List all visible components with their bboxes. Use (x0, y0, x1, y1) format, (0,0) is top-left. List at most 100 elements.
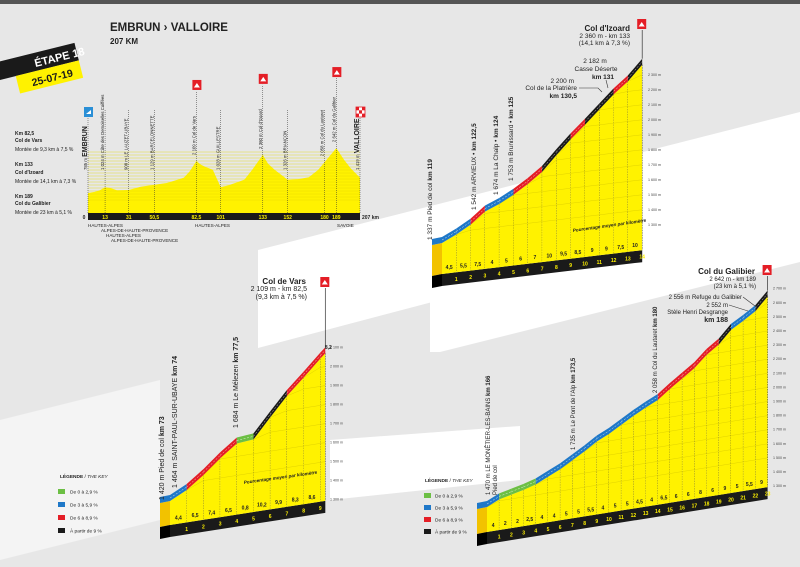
stage-badge-dark (0, 42, 79, 83)
legend-swatch-green (58, 489, 65, 494)
elevation-gridline (599, 107, 614, 111)
gradient-label: 9,9 (275, 500, 282, 506)
annotation: 1 337 m Pied de col km 119 (427, 159, 434, 240)
elevation-gridline (527, 176, 543, 185)
km-segment-area (442, 234, 457, 274)
km-label: 8 (583, 521, 586, 527)
gradient-strip (303, 352, 321, 378)
km-label: 13 (625, 256, 631, 262)
km-segment-area (682, 368, 695, 501)
gradient-label: 9 (605, 246, 608, 252)
top-bar (0, 0, 800, 4)
km-segment-area (627, 64, 643, 252)
climb-summit: 2 360 m - km 133 (579, 33, 630, 40)
waypoint-name: VALLOIRE (354, 118, 361, 153)
elevation-gridline (599, 137, 614, 141)
elevation-gridline (743, 360, 756, 364)
leader-line (605, 79, 609, 89)
elevation-gridline (484, 226, 500, 229)
elevation-gridline (527, 221, 543, 224)
km-label: 5 (547, 527, 550, 533)
strip-centerline (669, 375, 683, 387)
km-label: 4 (534, 529, 537, 535)
elevation-gridline (706, 352, 719, 356)
elevation-gridline (584, 214, 600, 217)
summit-flag-icon (258, 73, 268, 84)
elevation-tick-label: 2 600 m (773, 301, 786, 305)
elevation-gridline (560, 474, 573, 478)
elevation-gridline (541, 159, 557, 173)
elevation-gridline (584, 139, 600, 142)
elevation-tick-label: 2 000 m (648, 118, 661, 122)
waypoint-elev: 908 m (124, 157, 129, 170)
elevation-gridline (527, 191, 543, 194)
strip-centerline (718, 326, 732, 342)
elevation-gridline (220, 456, 237, 460)
gradient-label: 8,2 (325, 345, 332, 351)
strip-centerline (560, 457, 573, 467)
elevation-gridline (682, 398, 695, 402)
gradient-strip (527, 165, 543, 185)
elevation-gridline (303, 405, 321, 409)
km-segment-area (556, 139, 571, 261)
elevation-gridline (303, 424, 321, 428)
mountain-icon (321, 280, 328, 285)
summary-km: Km 189 (15, 194, 33, 200)
elevation-gridline (570, 156, 586, 159)
elevation-gridline (730, 433, 744, 436)
elevation-gridline (270, 467, 287, 471)
elevation-gridline (303, 443, 321, 447)
annotation: Col de la Platrière (525, 85, 577, 92)
elevation-gridline (286, 464, 304, 468)
km-segment-area (220, 443, 237, 518)
strip-centerline (486, 496, 500, 505)
strip-centerline (286, 374, 304, 394)
gradient-label: 6,5 (225, 508, 232, 514)
km-segment-area (456, 224, 471, 273)
elevation-gridline (730, 461, 744, 464)
strip-centerline (511, 486, 524, 492)
strip-centerline (513, 180, 528, 192)
strip-centerline (627, 61, 643, 79)
climb-stats: (23 km à 5,1 %) (714, 284, 756, 290)
waypoint-name: GUILLESTRE (216, 126, 221, 153)
legend-label: À partir de 9 % (435, 529, 467, 536)
km-label: 5 (512, 270, 515, 276)
elevation-gridline (599, 197, 614, 201)
km-segment-area (584, 441, 597, 517)
km-tick-label: 133 (259, 215, 268, 221)
galibier-annotations: 1 470 m LE MONÊTIER-LES-BAINS km 166 Pie… (484, 267, 757, 495)
stage-badge: ÉTAPE 18 25-07-19 (0, 42, 86, 94)
elevation-gridline (706, 423, 719, 426)
elevation-gridline (596, 483, 610, 486)
elevation-tick-label: 1 500 m (773, 456, 786, 460)
waypoint-label: 2 642 m Col du Galibier (331, 96, 336, 142)
summit-flag-icon (192, 79, 202, 90)
region-label: HAUTES-ALPES (195, 223, 230, 228)
elevation-gridline (486, 500, 500, 508)
elevation-gridline (535, 478, 549, 485)
climb-summit: 2 109 m - km 82,5 (251, 286, 308, 293)
km-label: 14 (639, 255, 645, 261)
elevation-tick-label: 1 500 m (648, 193, 661, 197)
elevation-gridline (730, 334, 744, 338)
km-label: 9 (595, 519, 598, 525)
elevation-gridline (570, 126, 586, 140)
gradient-label: 7,5 (474, 262, 481, 268)
elevation-gridline (730, 391, 744, 394)
waypoint-elev: 1 028 m (216, 153, 221, 170)
gradient-label: 4 (650, 498, 653, 504)
elevation-gridline (718, 364, 732, 368)
waypoint-label: 1 326 m BRIANÇON (283, 131, 288, 170)
elevation-gridline (570, 171, 586, 174)
mountain-icon (193, 82, 200, 88)
km-segment-area (499, 494, 512, 531)
elevation-gridline (621, 479, 634, 482)
overview-km-band (88, 213, 360, 220)
strip-side-face (432, 237, 442, 245)
annotation: 1 684 m Le Mélezen km 77,5 (233, 337, 240, 428)
elevation-gridline (718, 463, 732, 466)
gradient-label: 4,5 (446, 265, 453, 271)
background-band (0, 380, 160, 560)
km-segment-area (670, 378, 683, 503)
